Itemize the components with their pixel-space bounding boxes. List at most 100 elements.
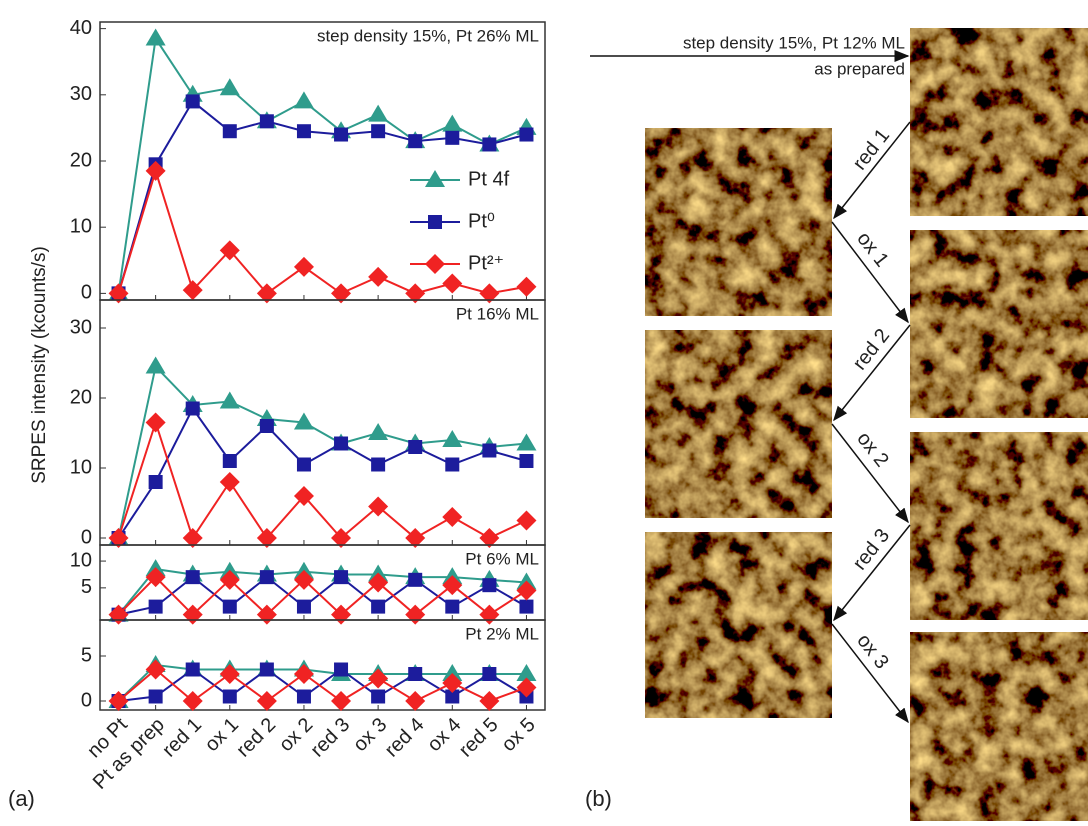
series-line [117, 575, 528, 617]
x-tick-label: red 1 [158, 714, 206, 762]
marker [371, 689, 386, 704]
marker [296, 457, 311, 472]
step-label: red 3 [849, 525, 894, 574]
marker [219, 664, 240, 684]
marker [185, 662, 200, 677]
marker [479, 528, 500, 548]
marker [405, 691, 426, 711]
marker [145, 356, 166, 374]
marker [482, 578, 497, 593]
marker [408, 440, 423, 454]
y-tick-label: 30 [70, 316, 92, 338]
y-tick-label: 5 [81, 576, 92, 598]
series-line [117, 419, 527, 541]
marker [296, 689, 311, 704]
marker [368, 496, 389, 517]
marker [442, 575, 463, 596]
marker [516, 580, 537, 601]
marker [479, 283, 500, 304]
marker [519, 599, 534, 614]
marker [331, 528, 352, 548]
marker [371, 124, 386, 139]
marker [256, 283, 277, 304]
marker [293, 412, 314, 430]
marker [296, 124, 311, 139]
legend-label: Pt²⁺ [468, 252, 504, 274]
x-tick-label: red 3 [307, 714, 355, 762]
marker [259, 114, 274, 129]
step-label: red 2 [849, 325, 894, 374]
marker [259, 570, 274, 585]
series-line [117, 167, 527, 295]
x-tick-label: ox 5 [497, 714, 539, 756]
marker [371, 599, 386, 614]
marker [145, 412, 166, 433]
marker [442, 273, 463, 294]
marker [331, 691, 352, 711]
axis-frame [99, 619, 546, 711]
marker [108, 691, 129, 711]
marker [445, 130, 460, 145]
series-line [117, 99, 527, 294]
y-axis-label: SRPES intensity (kcounts/s) [29, 246, 50, 484]
annotation: Pt 2% ML [465, 624, 539, 643]
diagram-start: as prepared [814, 59, 905, 78]
arrows [590, 50, 911, 724]
series-line [117, 35, 527, 294]
marker [519, 454, 534, 468]
marker [445, 599, 460, 614]
y-tick-label: 20 [70, 386, 92, 408]
marker [222, 689, 237, 704]
marker [368, 668, 389, 689]
marker [293, 91, 314, 109]
marker [334, 127, 349, 142]
marker [368, 423, 389, 440]
y-tick-label: 20 [70, 149, 92, 171]
marker [334, 662, 349, 677]
y-tick-label: 40 [70, 17, 92, 39]
annotation: Pt 16% ML [456, 304, 539, 323]
marker [145, 567, 166, 588]
marker [442, 673, 463, 693]
y-tick-label: 0 [81, 282, 92, 304]
marker [293, 664, 314, 684]
marker [408, 572, 423, 587]
marker [408, 134, 423, 149]
marker [442, 507, 463, 527]
y-tick-label: 30 [70, 83, 92, 105]
marker [442, 664, 463, 681]
marker [219, 472, 240, 492]
marker [425, 170, 445, 187]
marker [182, 528, 203, 548]
diagram-header: step density 15%, Pt 12% ML [683, 33, 905, 52]
marker [148, 599, 163, 614]
annotation: Pt 6% ML [465, 549, 539, 568]
marker [222, 124, 237, 139]
marker [256, 528, 277, 548]
marker [293, 486, 314, 506]
marker [371, 457, 386, 472]
panel-label: (a) [8, 786, 35, 811]
series-line [117, 364, 527, 539]
marker [516, 664, 537, 681]
marker [259, 662, 274, 677]
marker [516, 677, 537, 698]
marker [182, 691, 203, 711]
marker [145, 160, 166, 181]
marker [519, 127, 534, 142]
marker [219, 78, 240, 96]
step-label: ox 1 [852, 228, 893, 271]
marker [145, 659, 166, 680]
marker [368, 266, 389, 287]
marker [222, 599, 237, 614]
marker [516, 433, 537, 451]
marker [331, 283, 352, 304]
marker [256, 691, 277, 711]
marker [293, 256, 314, 277]
marker [334, 570, 349, 585]
marker [219, 391, 240, 409]
marker [108, 528, 129, 548]
step-label: ox 2 [852, 428, 893, 471]
marker [334, 436, 349, 451]
